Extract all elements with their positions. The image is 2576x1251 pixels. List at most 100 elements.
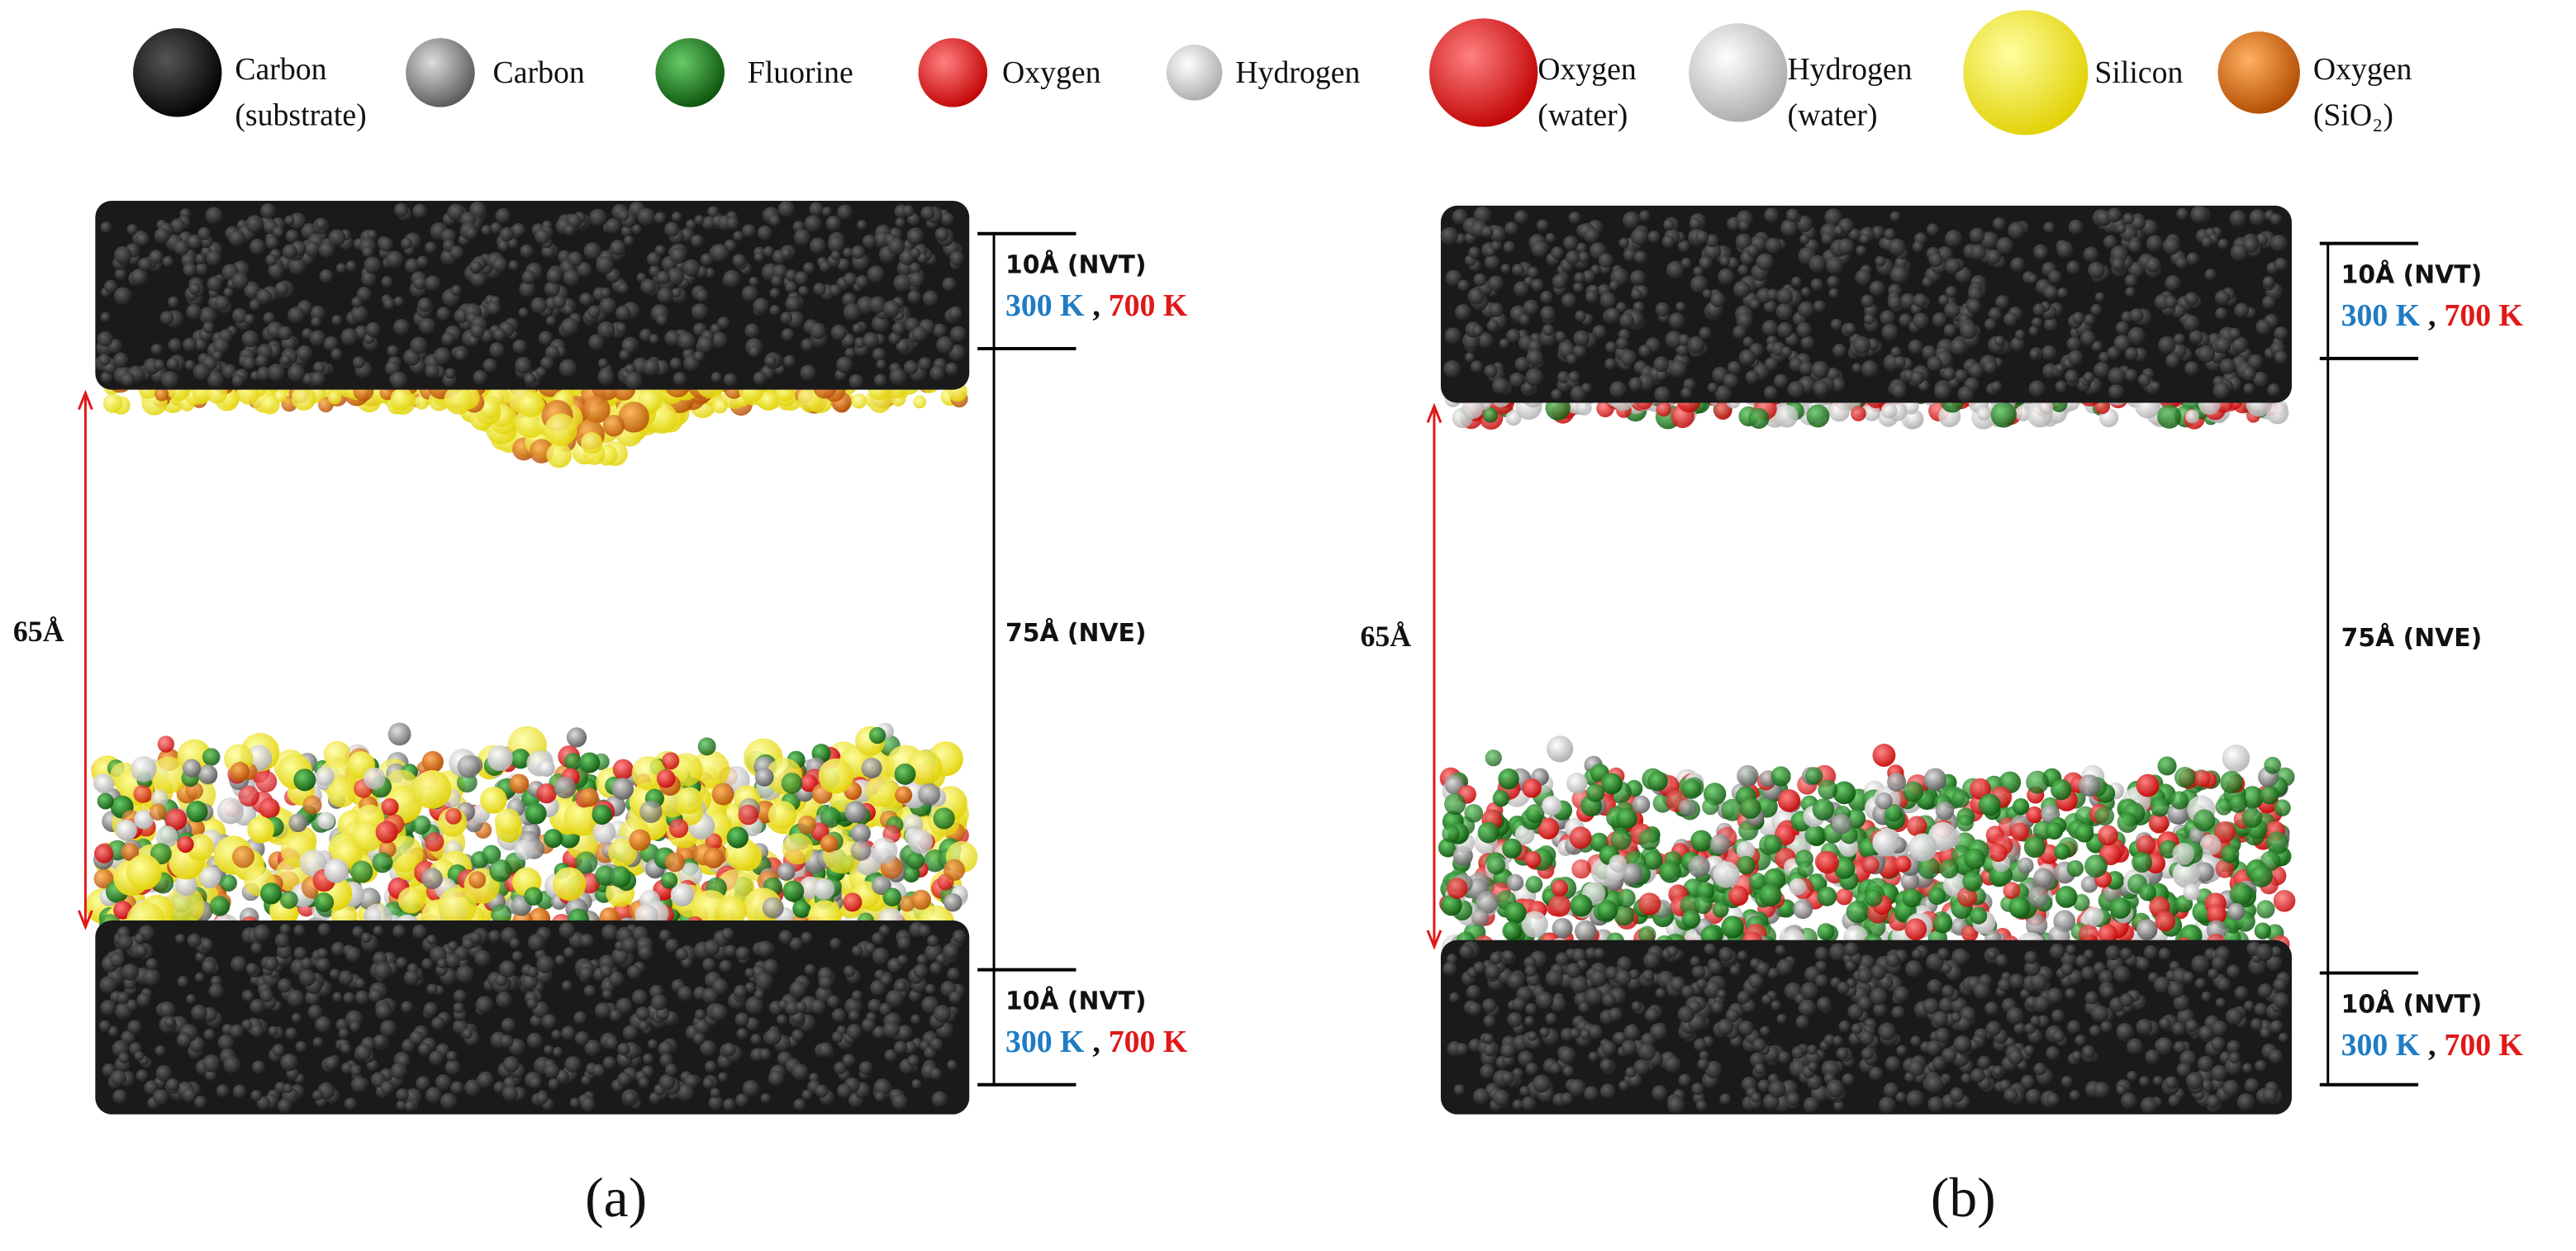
carbon-atom bbox=[874, 1091, 886, 1102]
atom bbox=[943, 893, 962, 912]
carbon-atom bbox=[701, 216, 716, 231]
atom bbox=[820, 806, 841, 828]
carbon-atom bbox=[552, 1046, 563, 1058]
carbon-atom bbox=[656, 314, 668, 326]
carbon-atom bbox=[312, 1037, 324, 1048]
atom bbox=[351, 821, 383, 853]
carbon-atom bbox=[354, 990, 370, 1005]
atom bbox=[609, 866, 631, 888]
carbon-atom bbox=[596, 255, 615, 274]
carbon-atom bbox=[564, 1055, 582, 1073]
carbon-atom bbox=[1780, 219, 1798, 237]
carbon-atom bbox=[2173, 994, 2190, 1011]
atom bbox=[1659, 860, 1682, 883]
atom bbox=[390, 388, 414, 411]
atom bbox=[579, 752, 601, 773]
atom bbox=[2008, 897, 2031, 919]
carbon-atom bbox=[440, 228, 457, 245]
atom bbox=[177, 835, 194, 854]
carbon-atom bbox=[2201, 991, 2212, 1002]
carbon-atom bbox=[404, 1101, 416, 1112]
carbon-atom bbox=[651, 994, 668, 1011]
carbon-atom bbox=[1545, 232, 1556, 244]
carbon-atom bbox=[243, 991, 254, 1001]
carbon-atom bbox=[2088, 261, 2105, 279]
carbon-atom bbox=[2067, 350, 2084, 366]
carbon-atom bbox=[2215, 307, 2228, 321]
atom bbox=[1904, 409, 1924, 429]
carbon-atom bbox=[529, 1076, 542, 1089]
carbon-atom bbox=[2165, 274, 2181, 292]
atom bbox=[726, 826, 749, 849]
carbon-atom bbox=[212, 337, 230, 354]
carbon-atom bbox=[1799, 234, 1810, 245]
carbon-atom bbox=[753, 989, 765, 1000]
carbon-atom bbox=[2176, 207, 2189, 221]
carbon-atom bbox=[110, 952, 126, 968]
carbon-atom bbox=[1860, 234, 1870, 245]
carbon-atom bbox=[202, 1054, 221, 1073]
carbon-atom bbox=[1445, 269, 1462, 287]
carbon-atom bbox=[1536, 219, 1549, 232]
atom bbox=[1863, 404, 1880, 421]
atom bbox=[1656, 401, 1672, 417]
atom bbox=[1903, 781, 1924, 802]
legend-label: Oxygen bbox=[2313, 52, 2412, 87]
carbon-atom bbox=[501, 1085, 518, 1101]
carbon-atom bbox=[1582, 269, 1596, 283]
carbon-atom bbox=[241, 330, 259, 348]
carbon-atom bbox=[232, 1084, 247, 1099]
carbon-atom bbox=[345, 946, 361, 963]
carbon-atom bbox=[2066, 1020, 2081, 1035]
carbon-atom bbox=[1669, 359, 1688, 378]
carbon-atom bbox=[861, 1018, 876, 1033]
carbon-atom bbox=[207, 371, 225, 388]
carbon-atom bbox=[1486, 319, 1499, 332]
atom bbox=[595, 865, 615, 886]
carbon-atom bbox=[1891, 383, 1907, 399]
legend-swatch bbox=[655, 38, 725, 107]
carbon-atom bbox=[1912, 240, 1924, 253]
atom bbox=[2026, 806, 2043, 824]
carbon-atom bbox=[555, 1069, 569, 1083]
carbon-atom bbox=[2108, 383, 2124, 400]
carbon-atom bbox=[253, 924, 271, 942]
carbon-atom bbox=[351, 296, 363, 308]
carbon-atom bbox=[1938, 294, 1950, 306]
carbon-atom bbox=[1831, 377, 1846, 392]
carbon-atom bbox=[1604, 358, 1617, 370]
carbon-atom bbox=[1532, 1074, 1551, 1093]
carbon-atom bbox=[1832, 343, 1846, 358]
carbon-atom bbox=[282, 244, 297, 259]
carbon-atom bbox=[2145, 256, 2161, 273]
atom bbox=[2174, 767, 2196, 788]
carbon-atom bbox=[184, 359, 196, 371]
layer-thickness: 10Å (NVT) bbox=[1005, 985, 1147, 1016]
carbon-atom bbox=[446, 1050, 458, 1062]
carbon-atom bbox=[2252, 371, 2269, 388]
carbon-atom bbox=[868, 296, 886, 314]
atom bbox=[510, 749, 531, 769]
carbon-atom bbox=[2107, 207, 2122, 223]
carbon-atom bbox=[677, 1083, 695, 1101]
carbon-atom bbox=[664, 1063, 678, 1077]
carbon-atom bbox=[657, 287, 673, 304]
atom bbox=[157, 735, 174, 753]
carbon-atom bbox=[854, 336, 866, 349]
carbon-atom bbox=[2032, 303, 2046, 316]
carbon-atom bbox=[316, 218, 327, 230]
carbon-atom bbox=[1856, 245, 1867, 256]
atom bbox=[1804, 825, 1825, 846]
carbon-atom bbox=[2113, 965, 2131, 983]
carbon-atom bbox=[417, 1042, 431, 1056]
carbon-atom bbox=[265, 235, 279, 250]
carbon-atom bbox=[909, 262, 921, 274]
carbon-atom bbox=[1823, 1034, 1836, 1046]
carbon-atom bbox=[473, 369, 487, 385]
carbon-atom bbox=[1737, 264, 1749, 276]
carbon-atom bbox=[332, 992, 343, 1002]
carbon-atom bbox=[597, 369, 615, 386]
carbon-atom bbox=[512, 339, 527, 354]
carbon-atom bbox=[1573, 282, 1585, 293]
carbon-atom bbox=[1473, 206, 1492, 225]
